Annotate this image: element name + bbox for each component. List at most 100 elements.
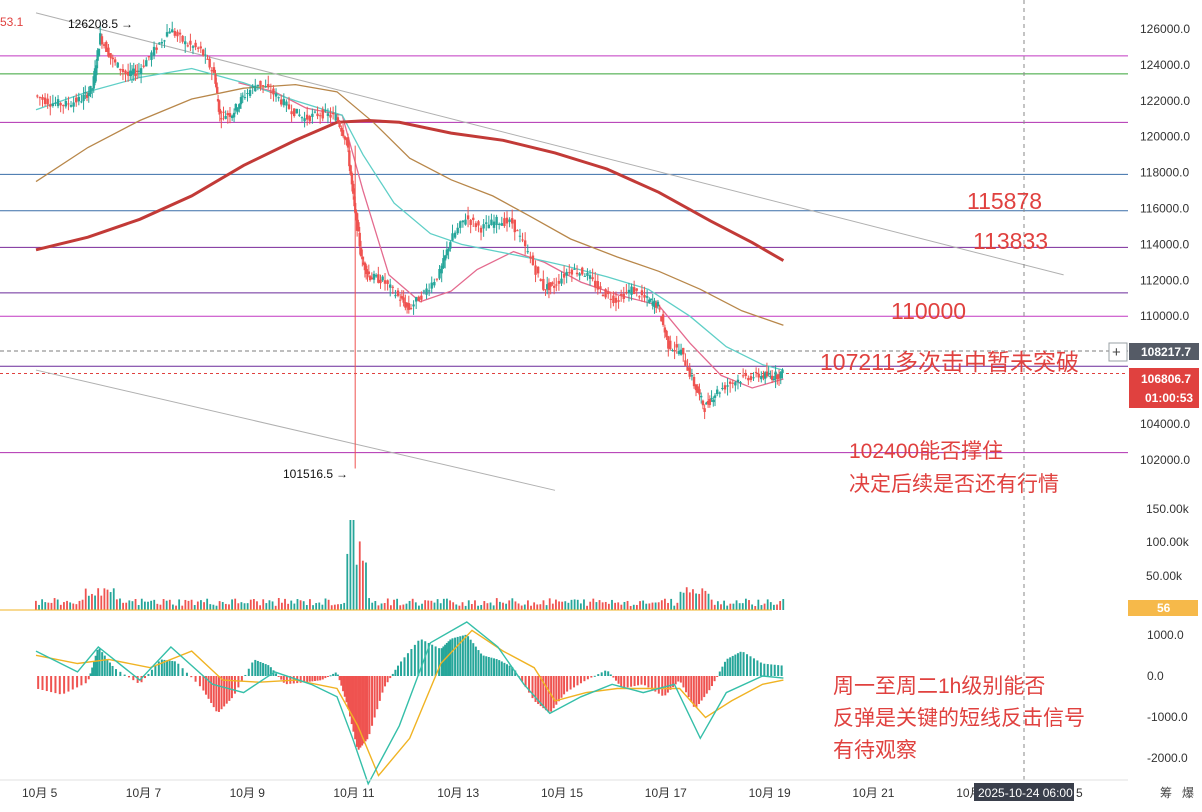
candle-body[interactable] xyxy=(731,382,734,384)
candle-body[interactable] xyxy=(357,222,360,232)
candle-body[interactable] xyxy=(710,398,713,400)
candle-body[interactable] xyxy=(456,227,459,234)
candle-body[interactable] xyxy=(256,84,260,87)
candle-body[interactable] xyxy=(422,290,426,292)
candle-body[interactable] xyxy=(619,294,623,296)
candle-body[interactable] xyxy=(381,276,384,281)
candle-body[interactable] xyxy=(168,31,171,34)
candle-body[interactable] xyxy=(184,41,187,45)
candle-body[interactable] xyxy=(204,54,207,56)
candle-body[interactable] xyxy=(105,41,108,53)
candle-body[interactable] xyxy=(469,219,472,225)
candle-body[interactable] xyxy=(316,113,319,117)
candle-body[interactable] xyxy=(523,240,527,247)
candle-body[interactable] xyxy=(234,104,238,111)
candle-body[interactable] xyxy=(217,100,221,112)
candle-body[interactable] xyxy=(80,101,83,103)
candle-body[interactable] xyxy=(508,219,511,222)
candle-body[interactable] xyxy=(679,349,683,355)
candle-body[interactable] xyxy=(536,266,540,274)
candle-body[interactable] xyxy=(331,112,335,115)
candle-body[interactable] xyxy=(230,115,234,119)
candle-body[interactable] xyxy=(341,130,345,137)
candle-body[interactable] xyxy=(586,272,589,276)
candle-body[interactable] xyxy=(277,97,280,99)
candle-body[interactable] xyxy=(46,98,49,105)
candle-body[interactable] xyxy=(274,93,278,97)
candle-body[interactable] xyxy=(769,375,772,378)
candle-body[interactable] xyxy=(272,88,275,95)
candle-body[interactable] xyxy=(377,274,380,283)
candle-body[interactable] xyxy=(243,97,247,99)
candle-body[interactable] xyxy=(345,137,348,141)
candle-body[interactable] xyxy=(36,95,39,97)
candle-body[interactable] xyxy=(728,381,732,384)
candle-body[interactable] xyxy=(526,251,529,253)
candle-body[interactable] xyxy=(119,68,122,71)
candle-body[interactable] xyxy=(208,58,211,68)
candle-body[interactable] xyxy=(763,372,767,379)
candle-body[interactable] xyxy=(248,90,252,96)
candle-body[interactable] xyxy=(361,256,364,260)
candle-body[interactable] xyxy=(346,137,350,148)
candle-body[interactable] xyxy=(226,113,230,116)
candle-body[interactable] xyxy=(56,99,60,107)
candle-body[interactable] xyxy=(498,223,501,225)
candle-body[interactable] xyxy=(196,47,200,49)
candle-body[interactable] xyxy=(334,114,337,121)
candle-body[interactable] xyxy=(767,373,770,375)
candle-body[interactable] xyxy=(655,302,658,308)
candle-body[interactable] xyxy=(433,281,436,286)
candle-body[interactable] xyxy=(402,297,405,303)
candle-body[interactable] xyxy=(648,299,651,303)
candle-body[interactable] xyxy=(239,97,243,105)
candle-body[interactable] xyxy=(338,122,341,127)
candle-body[interactable] xyxy=(49,104,52,107)
candle-body[interactable] xyxy=(665,330,668,337)
candle-body[interactable] xyxy=(318,115,322,117)
candle-body[interactable] xyxy=(412,304,415,307)
candle-body[interactable] xyxy=(713,395,717,398)
candle-body[interactable] xyxy=(264,86,267,88)
corner-label-b[interactable]: 爆 xyxy=(1182,786,1194,800)
candle-body[interactable] xyxy=(747,377,750,381)
candle-body[interactable] xyxy=(405,302,409,307)
candle-body[interactable] xyxy=(718,392,721,394)
candle-body[interactable] xyxy=(442,258,445,268)
candle-body[interactable] xyxy=(313,111,317,113)
candle-body[interactable] xyxy=(682,347,685,355)
candle-body[interactable] xyxy=(505,217,509,224)
candle-body[interactable] xyxy=(690,375,694,377)
candle-body[interactable] xyxy=(116,62,119,68)
candle-body[interactable] xyxy=(145,60,148,67)
candle-body[interactable] xyxy=(126,71,130,76)
candle-body[interactable] xyxy=(173,31,177,36)
candle-body[interactable] xyxy=(362,262,365,265)
candle-body[interactable] xyxy=(96,50,99,61)
candle-body[interactable] xyxy=(573,268,576,270)
candle-body[interactable] xyxy=(474,223,478,228)
candle-body[interactable] xyxy=(267,84,270,88)
candle-body[interactable] xyxy=(366,272,369,274)
candle-body[interactable] xyxy=(99,33,102,45)
candle-body[interactable] xyxy=(216,99,220,102)
candle-body[interactable] xyxy=(612,295,615,304)
candle-body[interactable] xyxy=(129,70,132,77)
candle-body[interactable] xyxy=(770,375,774,381)
candle-body[interactable] xyxy=(109,53,112,58)
candle-body[interactable] xyxy=(298,114,301,116)
candle-body[interactable] xyxy=(383,280,387,284)
candle-body[interactable] xyxy=(482,224,485,229)
candle-body[interactable] xyxy=(336,117,340,122)
candle-body[interactable] xyxy=(542,278,545,290)
candle-body[interactable] xyxy=(206,58,209,60)
candle-body[interactable] xyxy=(75,97,78,103)
candle-body[interactable] xyxy=(671,349,674,351)
candle-body[interactable] xyxy=(72,102,75,107)
candle-body[interactable] xyxy=(675,344,678,348)
candle-body[interactable] xyxy=(779,372,782,379)
candle-body[interactable] xyxy=(251,85,254,88)
candle-body[interactable] xyxy=(435,278,439,280)
candle-body[interactable] xyxy=(224,115,227,119)
